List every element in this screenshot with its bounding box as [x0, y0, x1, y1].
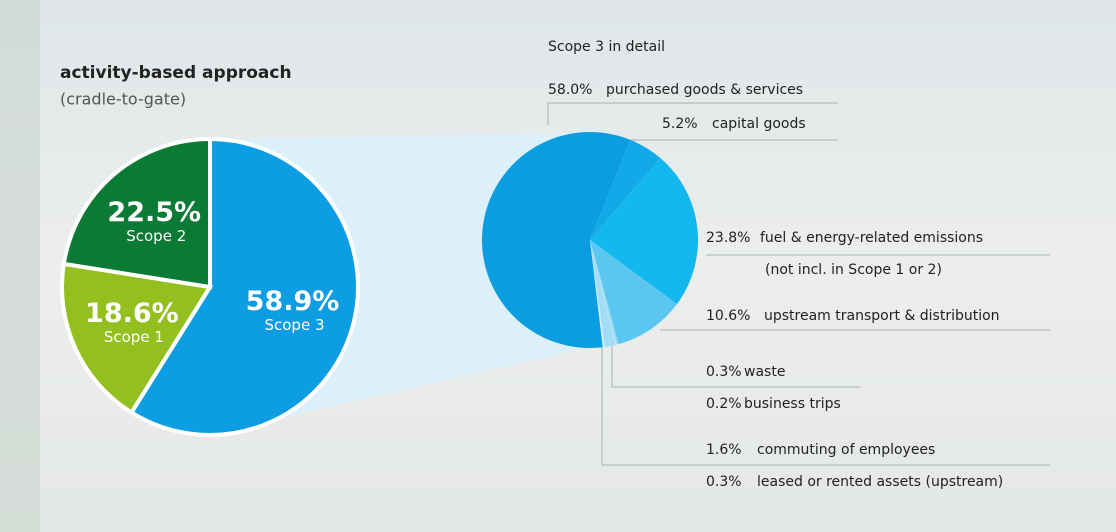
pie-slice [590, 158, 698, 305]
category-label: Scope 3 [264, 316, 324, 334]
legend-label: capital goods [712, 116, 806, 132]
detail-title: Scope 3 in detail [548, 39, 665, 55]
value-label: 0.3% [706, 364, 742, 380]
chart-subtitle: (cradle-to-gate) [60, 90, 186, 109]
value-label: 5.2% [662, 116, 698, 132]
value-label: 10.6% [706, 308, 750, 324]
legend-label: upstream transport & distribution [764, 308, 1000, 324]
chart-title: activity-based approach [60, 63, 292, 83]
pie-slice [590, 240, 605, 348]
pie-slice [481, 131, 631, 348]
value-label: 22.5% [107, 197, 201, 228]
legend-label: commuting of employees [757, 442, 935, 458]
pie-slice [590, 240, 677, 345]
value-label: 23.8% [706, 230, 750, 246]
pie-slice [60, 261, 214, 416]
pie-slice [590, 240, 616, 347]
annotation: (not incl. in Scope 1 or 2) [765, 262, 942, 278]
pie-slice [590, 240, 617, 345]
legend-label: fuel & energy-related emissions [760, 230, 983, 246]
leader-lines [547, 102, 1050, 466]
value-label: 0.3% [706, 474, 742, 490]
category-label: Scope 1 [104, 328, 164, 346]
pie-slice [590, 240, 619, 345]
category-label: Scope 2 [126, 227, 186, 245]
value-label: 18.6% [85, 298, 179, 329]
pie-slice [590, 139, 661, 240]
pie-slice [61, 136, 212, 290]
legend-label: waste [744, 364, 785, 380]
legend-label: business trips [744, 396, 841, 412]
legend-label: leased or rented assets (upstream) [757, 474, 1003, 490]
value-label: 0.2% [706, 396, 742, 412]
value-label: 58.9% [246, 286, 340, 317]
value-label: 1.6% [706, 442, 742, 458]
pie-slice [128, 136, 360, 437]
value-label: 58.0% [548, 82, 592, 98]
background-edge [0, 0, 40, 532]
legend-label: purchased goods & services [606, 82, 803, 98]
